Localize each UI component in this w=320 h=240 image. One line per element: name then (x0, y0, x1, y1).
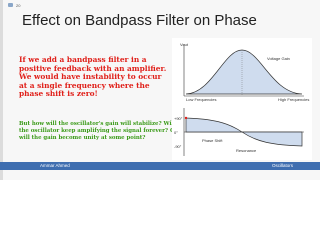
slide-title: Effect on Bandpass Filter on Phase (22, 12, 257, 29)
red-text: If we add a bandpass filter in a positiv… (19, 55, 167, 99)
slide-number: 20 (16, 3, 21, 8)
marker (184, 116, 188, 120)
label: Vout (180, 42, 189, 47)
label: +90° (174, 116, 183, 121)
label: Resonance (236, 148, 257, 153)
label: Low Frequencies (186, 97, 216, 102)
phase-curve (185, 117, 303, 147)
footer-author: Ammar Ahmed (40, 163, 70, 168)
footer-topic: Oscillators (272, 163, 294, 168)
speaker-icon[interactable] (8, 3, 13, 7)
label: High Frequencies (278, 97, 309, 102)
diagram: Vout Voltage Gain Low Frequencies High F… (172, 38, 312, 160)
label: -90° (174, 144, 182, 149)
slide-edge (0, 0, 3, 180)
label: 0° (174, 130, 178, 135)
footer-bar (0, 162, 320, 170)
slide: 20 Effect on Bandpass Filter on Phase If… (0, 0, 320, 180)
green-text: But how will the oscillator's gain will … (19, 121, 178, 141)
label: Phase Shift (202, 138, 223, 143)
label: Voltage Gain (267, 56, 290, 61)
